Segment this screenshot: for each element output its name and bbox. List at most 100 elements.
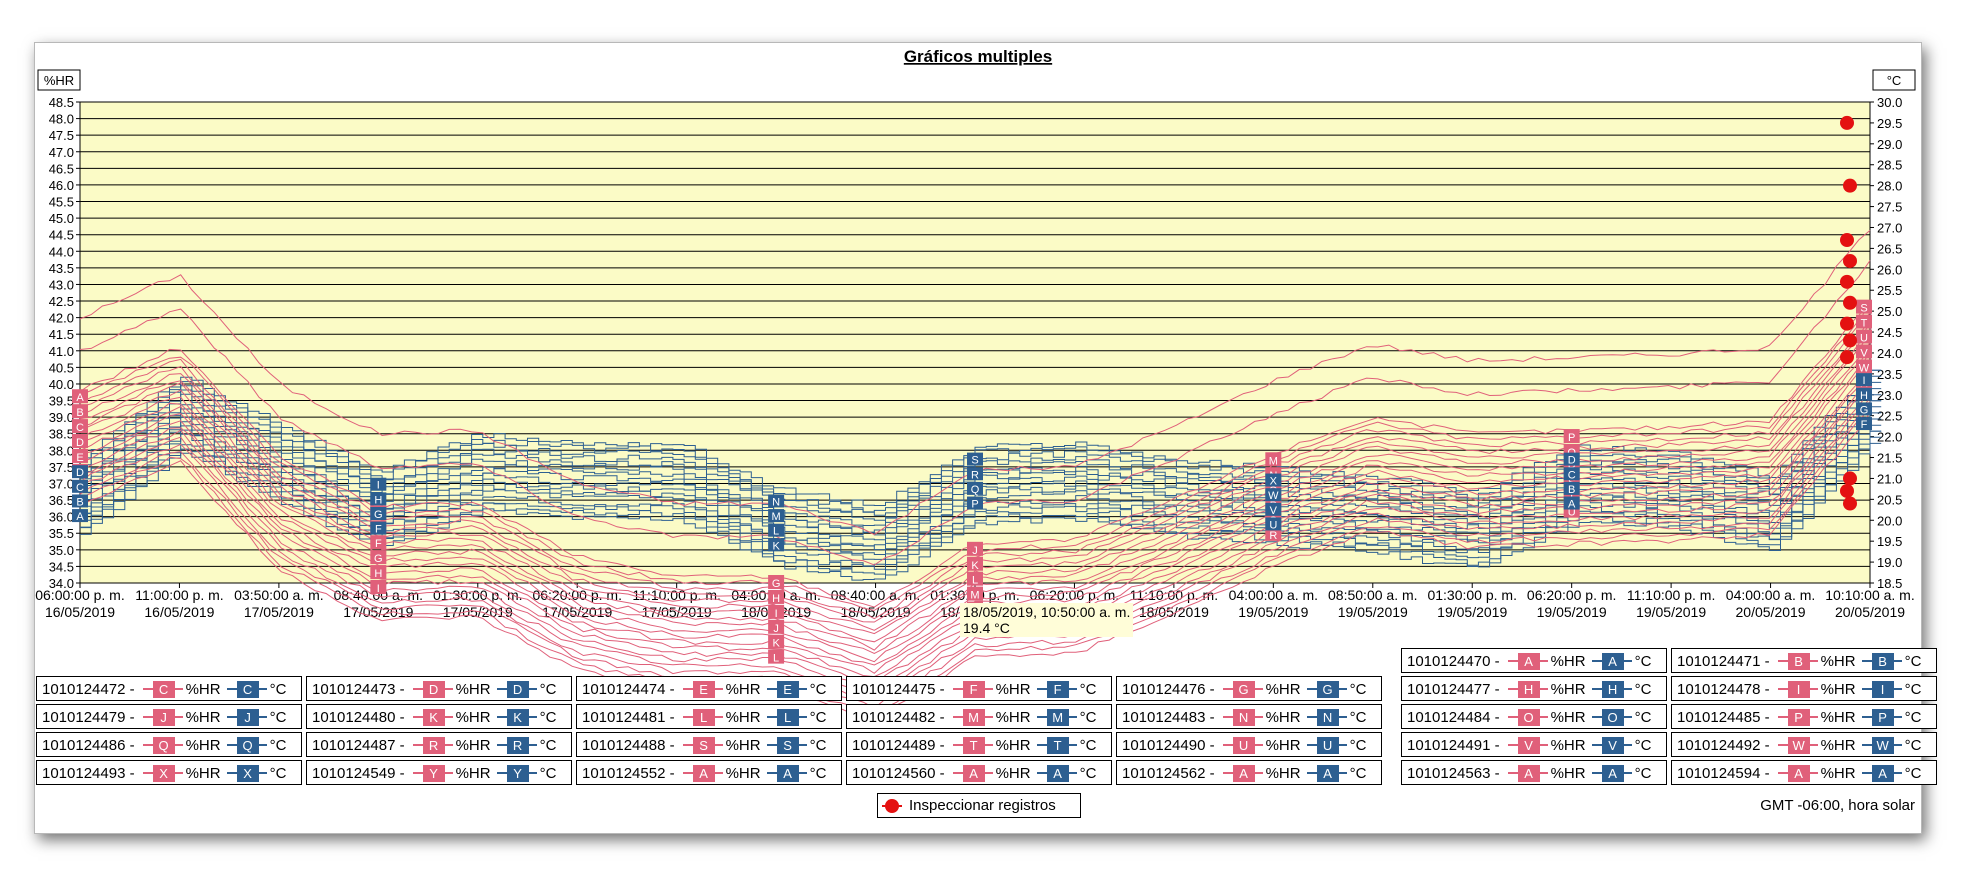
temp-line-icon [1036, 744, 1047, 747]
legend-entry[interactable]: 1010124485 - P %HR P °C [1671, 704, 1937, 729]
temp-series-marker-letter: C [1568, 469, 1576, 481]
legend-entry[interactable]: 1010124478 - I %HR I °C [1671, 676, 1937, 701]
temp-series-marker-letter: G [374, 509, 383, 521]
temp-series-marker-letter: X [1270, 476, 1278, 488]
legend-entry[interactable]: 1010124475 - F %HR F °C [846, 676, 1112, 701]
temp-line-icon [1306, 772, 1317, 775]
legend-entry[interactable]: 1010124476 - G %HR G °C [1116, 676, 1382, 701]
legend-logger-id: 1010124485 - [1677, 708, 1770, 726]
temp-line-icon [258, 688, 267, 691]
legend-temp-unit: °C [539, 764, 557, 782]
temp-series-marker-letter: P [971, 499, 978, 511]
temp-series-marker-letter: I [1862, 375, 1865, 387]
hr-series-letter: J [152, 708, 175, 726]
legend-entry[interactable]: 1010124490 - U %HR U °C [1116, 732, 1382, 757]
legend-entry[interactable]: 1010124470 - A %HR A °C [1401, 648, 1667, 673]
hr-series-marker [1856, 359, 1872, 374]
legend-entry[interactable]: 1010124484 - O %HR O °C [1401, 704, 1667, 729]
legend-entry[interactable]: 1010124473 - D %HR D °C [306, 676, 572, 701]
temp-series-letter: V [1601, 736, 1624, 754]
legend-entry[interactable]: 1010124594 - A %HR A °C [1671, 760, 1937, 785]
legend-entry[interactable]: 1010124471 - B %HR B °C [1671, 648, 1937, 673]
temp-line-icon [1861, 744, 1872, 747]
hr-line-icon [1809, 772, 1818, 775]
y-tick-label-right: 19.5 [1877, 534, 1902, 549]
temp-series-marker [1856, 417, 1872, 431]
legend-entry[interactable]: 1010124563 - A %HR A °C [1401, 760, 1667, 785]
temp-line-icon [1338, 716, 1347, 719]
temp-series-marker-letter: U [1269, 519, 1277, 531]
temp-series-letter: S [776, 736, 799, 754]
temp-series-marker-letter: H [1860, 390, 1868, 402]
hr-series-marker [72, 389, 88, 404]
legend-entry[interactable]: 1010124482 - M %HR M °C [846, 704, 1112, 729]
legend-entry[interactable]: 1010124479 - J %HR J °C [36, 704, 302, 729]
legend-entry[interactable]: 1010124488 - S %HR S °C [576, 732, 842, 757]
legend-entry[interactable]: 1010124562 - A %HR A °C [1116, 760, 1382, 785]
temp-line-icon [1591, 660, 1602, 663]
inspect-records-legend[interactable]: Inspeccionar registros [877, 793, 1081, 818]
legend-entry[interactable]: 1010124493 - X %HR X °C [36, 760, 302, 785]
hr-line-icon [1777, 688, 1788, 691]
legend-hr-unit: %HR [455, 736, 491, 754]
hr-line-icon [984, 688, 993, 691]
legend-temp-unit: °C [809, 680, 827, 698]
legend-entry[interactable]: 1010124483 - N %HR N °C [1116, 704, 1382, 729]
hr-series-marker [967, 556, 983, 571]
tooltip-datetime: 18/05/2019, 10:50:00 a. m. [963, 604, 1131, 620]
legend-entry[interactable]: 1010124481 - L %HR L °C [576, 704, 842, 729]
legend-entry[interactable]: 1010124474 - E %HR E °C [576, 676, 842, 701]
y-tick-label-left: 48.0 [49, 112, 74, 127]
x-tick-time: 08:50:00 a. m. [1328, 587, 1418, 603]
x-tick-time: 10:10:00 a. m. [1825, 587, 1915, 603]
legend-hr-unit: %HR [1550, 680, 1586, 698]
temp-line-icon [766, 716, 777, 719]
y-tick-label-left: 35.5 [49, 526, 74, 541]
legend-entry[interactable]: 1010124552 - A %HR A °C [576, 760, 842, 785]
legend-entry[interactable]: 1010124487 - R %HR R °C [306, 732, 572, 757]
hr-line-icon [1222, 744, 1233, 747]
hr-series-marker-letter: B [76, 407, 83, 419]
legend-temp-unit: °C [1079, 764, 1097, 782]
temp-series-letter: O [1601, 708, 1624, 726]
hr-series-marker-letter: J [972, 545, 978, 557]
legend-entry[interactable]: 1010124477 - H %HR H °C [1401, 676, 1667, 701]
temp-line-icon [1068, 744, 1077, 747]
temp-series-marker-letter: I [377, 480, 380, 492]
legend-entry[interactable]: 1010124480 - K %HR K °C [306, 704, 572, 729]
temp-series-marker [1563, 496, 1580, 510]
y-tick-label-left: 41.0 [49, 344, 74, 359]
legend-hr-unit: %HR [455, 680, 491, 698]
hr-series-letter: C [152, 680, 175, 698]
temp-series-marker-letter: A [1568, 499, 1576, 511]
legend-entry[interactable]: 1010124486 - Q %HR Q °C [36, 732, 302, 757]
hr-series-letter: A [1517, 652, 1540, 670]
temp-line-icon [1623, 660, 1632, 663]
temp-line-icon [496, 716, 507, 719]
legend-hr-unit: %HR [1820, 764, 1856, 782]
legend-logger-id: 1010124477 - [1407, 680, 1500, 698]
legend-entry[interactable]: 1010124491 - V %HR V °C [1401, 732, 1667, 757]
legend-entry[interactable]: 1010124560 - A %HR A °C [846, 760, 1112, 785]
inspection-point [1840, 274, 1854, 289]
hr-series-marker [1856, 299, 1872, 314]
legend-entry[interactable]: 1010124549 - Y %HR Y °C [306, 760, 572, 785]
y-tick-label-left: 46.0 [49, 178, 74, 193]
y-tick-label-left: 34.5 [49, 559, 74, 574]
y-tick-label-right: 19.0 [1877, 555, 1902, 570]
legend-hr-unit: %HR [995, 736, 1031, 754]
hr-series-marker [768, 634, 785, 649]
temp-line-icon [1068, 688, 1077, 691]
hr-series-marker-letter: M [970, 590, 979, 602]
legend-logger-id: 1010124562 - [1122, 764, 1215, 782]
y-tick-label-right: 29.0 [1877, 137, 1902, 152]
x-tick-date: 17/05/2019 [343, 604, 413, 620]
inspection-point [1840, 233, 1854, 248]
legend-entry[interactable]: 1010124492 - W %HR W °C [1671, 732, 1937, 757]
temp-line-icon [1306, 744, 1317, 747]
hr-line-icon [952, 772, 963, 775]
legend-entry[interactable]: 1010124489 - T %HR T °C [846, 732, 1112, 757]
legend-entry[interactable]: 1010124472 - C %HR C °C [36, 676, 302, 701]
legend-temp-unit: °C [1634, 652, 1652, 670]
